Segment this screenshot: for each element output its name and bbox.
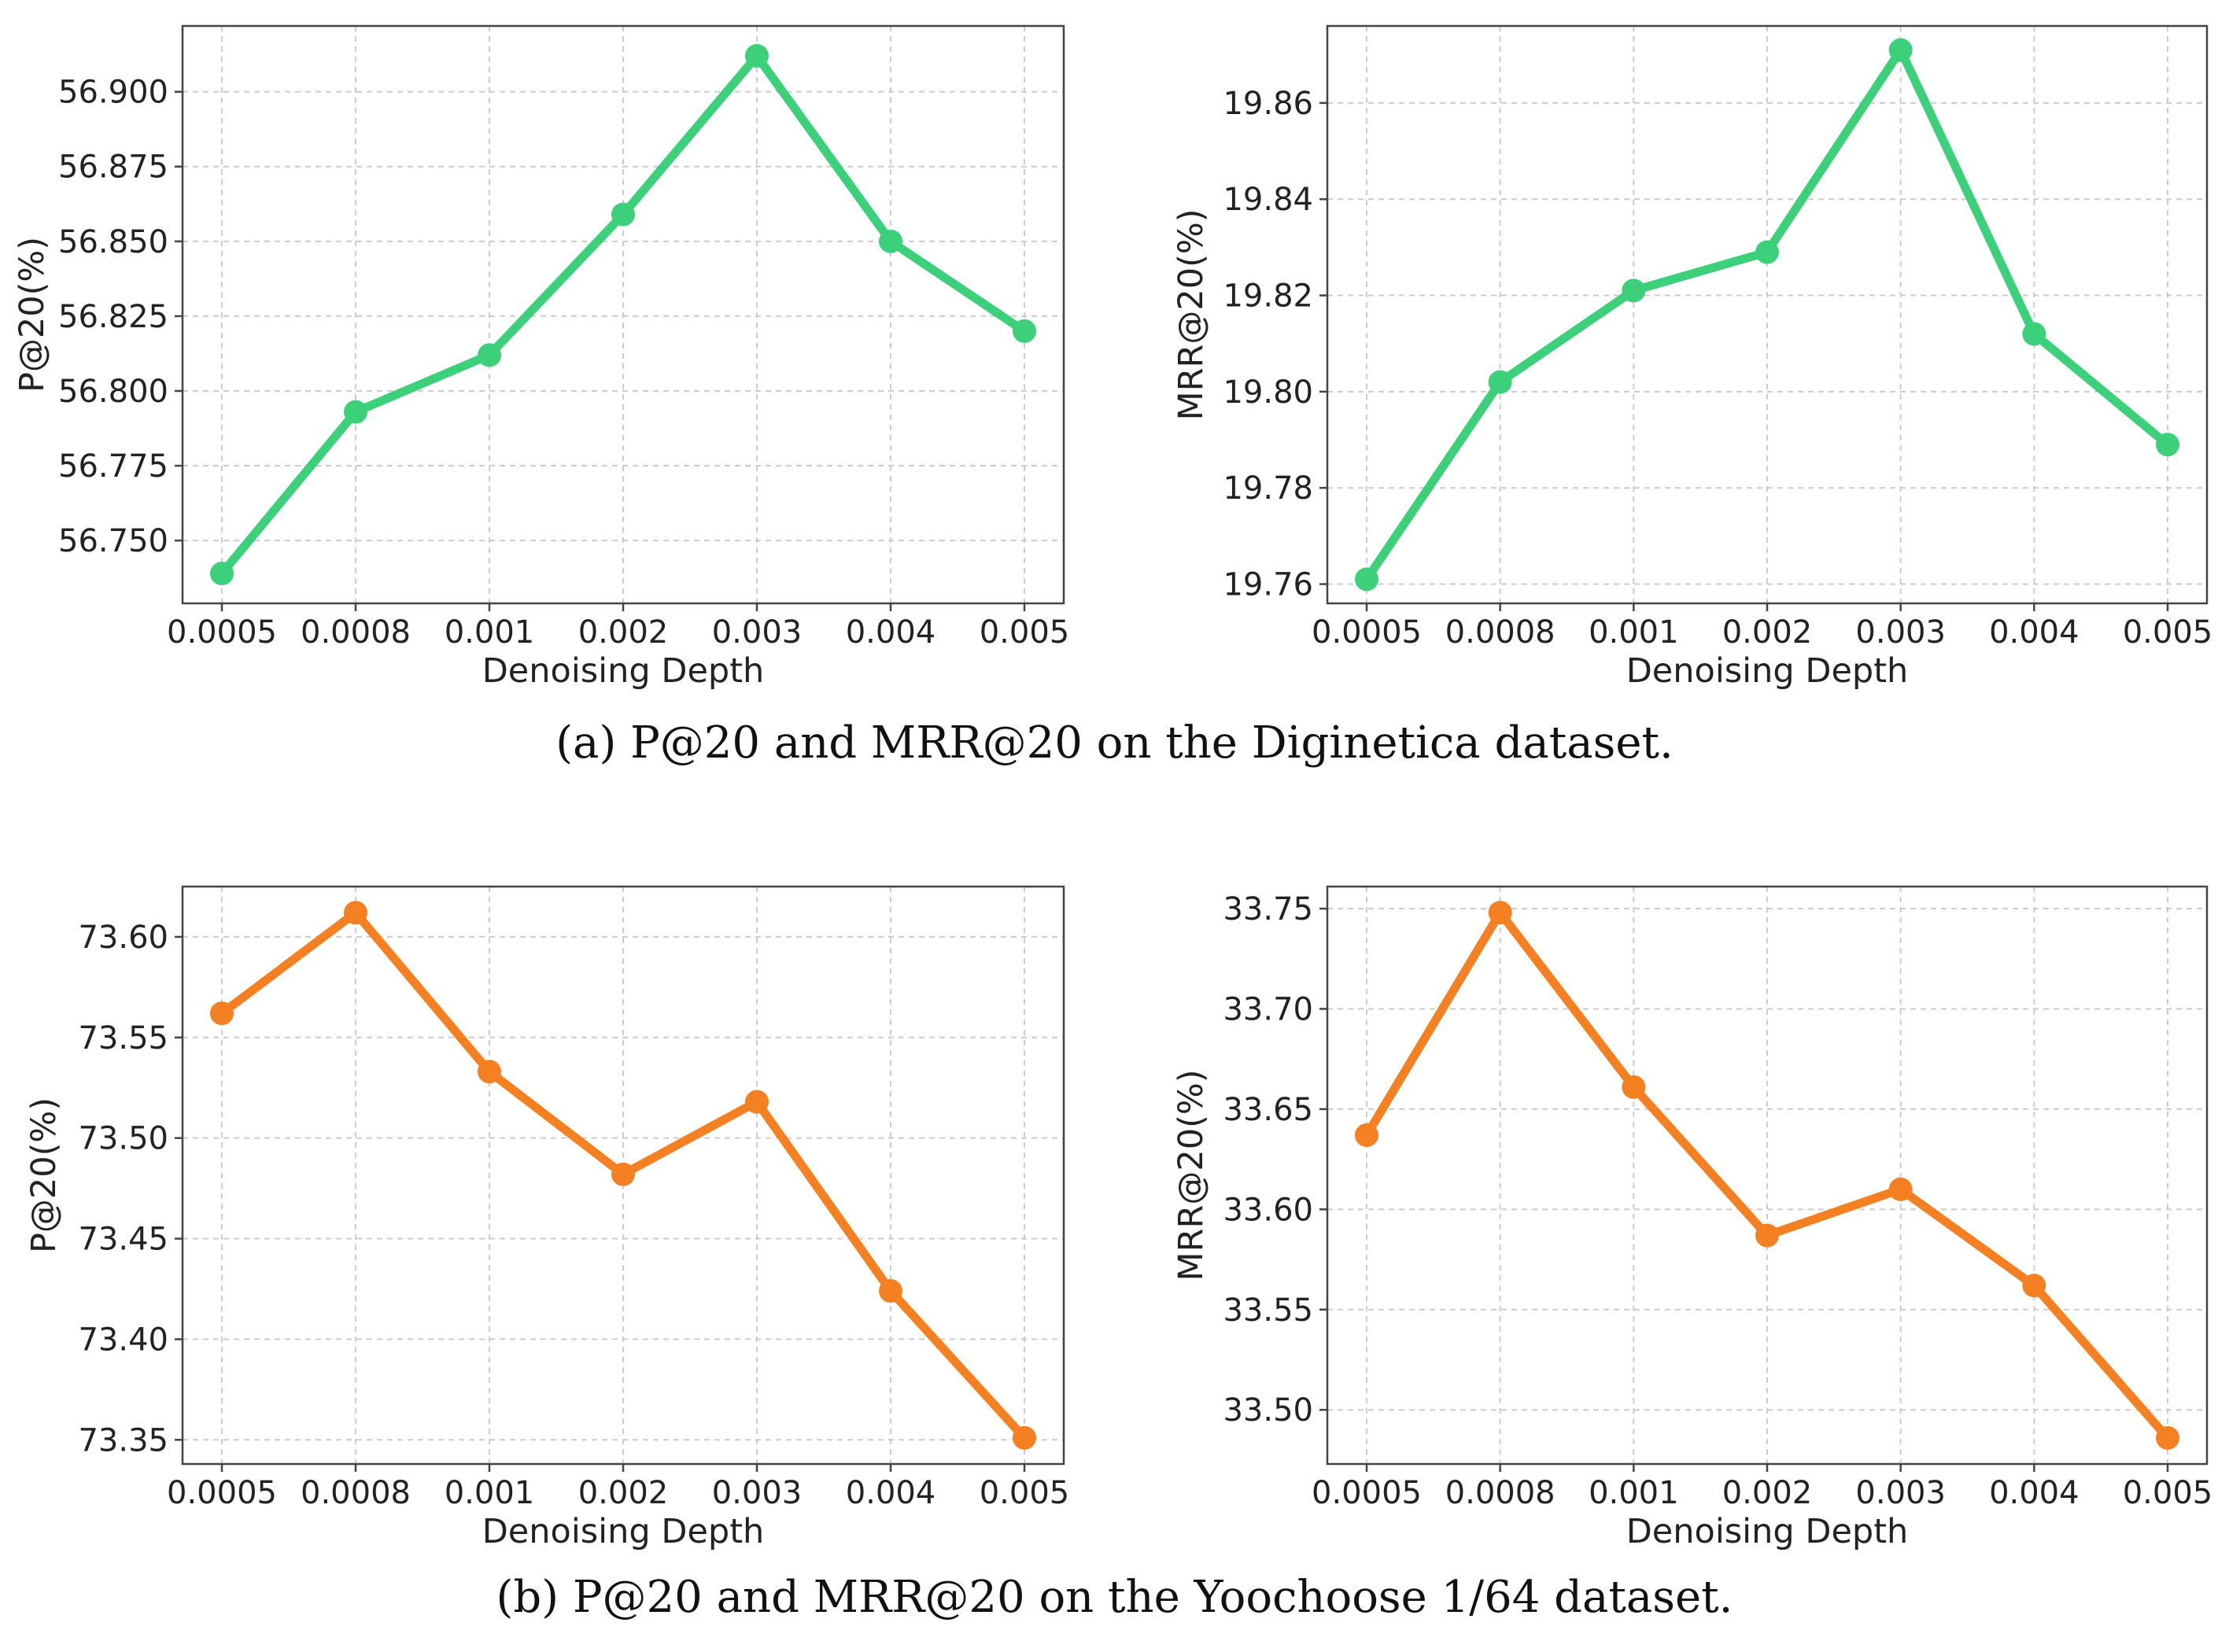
y-tick-label: 33.70 bbox=[1223, 991, 1313, 1027]
x-tick-label: 0.004 bbox=[1989, 614, 2080, 651]
y-tick-label: 73.60 bbox=[78, 920, 168, 956]
x-axis-label: Denoising Depth bbox=[1626, 1512, 1909, 1551]
y-tick-label: 56.825 bbox=[58, 299, 168, 335]
data-point bbox=[478, 343, 501, 367]
data-point bbox=[1355, 567, 1378, 592]
y-tick-label: 33.55 bbox=[1223, 1292, 1313, 1329]
x-tick-label: 0.002 bbox=[578, 1475, 669, 1511]
data-point bbox=[1355, 1123, 1378, 1148]
y-tick-label: 19.84 bbox=[1223, 182, 1313, 218]
y-tick-label: 33.50 bbox=[1223, 1392, 1313, 1429]
data-point bbox=[1488, 901, 1512, 925]
chart-diginetica-mrr20: 0.0005 0.0008 0.001 0.002 0.003 0.004 0.005 19.… bbox=[1172, 24, 2213, 691]
data-point bbox=[344, 901, 367, 925]
y-tick-label: 33.75 bbox=[1223, 891, 1313, 927]
caption-yoochoose: (b) P@20 and MRR@20 on the Yoochoose 1/6… bbox=[496, 1572, 1733, 1623]
x-axis-label: Denoising Depth bbox=[482, 651, 765, 691]
data-point bbox=[344, 400, 367, 424]
data-point bbox=[879, 229, 902, 253]
data-point bbox=[1013, 1425, 1036, 1450]
y-axis-label: MRR@20(%) bbox=[1172, 1070, 1211, 1281]
x-tick-label: 0.0005 bbox=[167, 1475, 277, 1511]
data-point bbox=[745, 44, 769, 68]
caption-diginetica: (a) P@20 and MRR@20 on the Diginetica da… bbox=[555, 717, 1674, 769]
y-tick-label: 73.40 bbox=[78, 1322, 168, 1358]
data-point bbox=[2022, 322, 2046, 346]
x-tick-label: 0.0008 bbox=[301, 614, 411, 651]
x-tick-label: 0.005 bbox=[2123, 1475, 2213, 1511]
y-tick-label: 73.50 bbox=[78, 1121, 168, 1157]
data-point bbox=[2156, 1425, 2179, 1450]
data-point bbox=[1013, 319, 1036, 343]
y-axis-label: P@20(%) bbox=[13, 237, 52, 393]
data-point bbox=[1755, 1223, 1779, 1248]
x-tick-label: 0.003 bbox=[1855, 614, 1946, 651]
y-tick-label: 19.76 bbox=[1223, 567, 1313, 603]
x-tick-label: 0.003 bbox=[712, 614, 803, 651]
x-tick-label: 0.0008 bbox=[1445, 1475, 1556, 1511]
x-tick-label: 0.001 bbox=[445, 614, 535, 651]
data-point bbox=[210, 561, 234, 585]
data-point bbox=[745, 1090, 769, 1114]
x-tick-label: 0.003 bbox=[712, 1475, 803, 1511]
x-tick-label: 0.005 bbox=[980, 1475, 1070, 1511]
data-point bbox=[1755, 240, 1779, 264]
data-point bbox=[1888, 1177, 1913, 1201]
y-axis-label: P@20(%) bbox=[24, 1097, 64, 1253]
y-tick-label: 73.35 bbox=[78, 1422, 168, 1458]
data-point bbox=[2022, 1274, 2046, 1298]
y-tick-label: 56.750 bbox=[58, 523, 168, 559]
x-tick-label: 0.001 bbox=[1589, 1475, 1679, 1511]
y-tick-label: 19.82 bbox=[1223, 278, 1313, 315]
x-tick-label: 0.003 bbox=[1855, 1475, 1946, 1511]
x-tick-label: 0.004 bbox=[846, 614, 936, 651]
data-point bbox=[611, 202, 635, 227]
x-tick-label: 0.0005 bbox=[1312, 1475, 1422, 1511]
y-tick-label: 56.850 bbox=[58, 224, 168, 260]
y-tick-label: 56.900 bbox=[58, 75, 168, 111]
data-point bbox=[2156, 433, 2179, 457]
chart-yoochoose-mrr20: 0.0005 0.0008 0.001 0.002 0.003 0.004 0.005 33.… bbox=[1172, 885, 2213, 1551]
data-point bbox=[1622, 1075, 1646, 1099]
data-point bbox=[611, 1162, 635, 1186]
data-point bbox=[478, 1060, 501, 1084]
y-tick-label: 56.775 bbox=[58, 448, 168, 485]
x-tick-label: 0.002 bbox=[1722, 614, 1813, 651]
y-tick-label: 33.60 bbox=[1223, 1192, 1313, 1228]
data-point bbox=[879, 1279, 902, 1304]
data-point bbox=[210, 1001, 234, 1026]
data-point bbox=[1488, 370, 1512, 394]
x-axis-label: Denoising Depth bbox=[1626, 651, 1909, 691]
data-point bbox=[1622, 278, 1646, 303]
y-tick-label: 19.80 bbox=[1223, 374, 1313, 411]
x-tick-label: 0.0008 bbox=[301, 1475, 411, 1511]
y-tick-label: 56.875 bbox=[58, 149, 168, 186]
x-tick-label: 0.005 bbox=[980, 614, 1070, 651]
data-point bbox=[1888, 38, 1913, 62]
y-tick-label: 19.86 bbox=[1223, 86, 1313, 122]
x-axis-label: Denoising Depth bbox=[482, 1512, 765, 1551]
chart-yoochoose-p20: 0.0005 0.0008 0.001 0.002 0.003 0.004 0.005 73.… bbox=[24, 885, 1070, 1551]
y-tick-label: 56.800 bbox=[58, 374, 168, 410]
x-tick-label: 0.002 bbox=[578, 614, 669, 651]
x-tick-label: 0.001 bbox=[1589, 614, 1679, 651]
y-tick-label: 19.78 bbox=[1223, 470, 1313, 507]
x-tick-label: 0.004 bbox=[846, 1475, 936, 1511]
x-tick-label: 0.0008 bbox=[1445, 614, 1556, 651]
y-axis-label: MRR@20(%) bbox=[1172, 209, 1211, 421]
x-tick-label: 0.004 bbox=[1989, 1475, 2080, 1511]
y-tick-label: 33.65 bbox=[1223, 1092, 1313, 1128]
chart-diginetica-p20: 0.0005 0.0008 0.001 0.002 0.003 0.004 0.005 56.… bbox=[13, 24, 1070, 691]
x-tick-label: 0.002 bbox=[1722, 1475, 1813, 1511]
x-tick-label: 0.0005 bbox=[167, 614, 277, 651]
y-tick-label: 73.55 bbox=[78, 1020, 168, 1056]
x-tick-label: 0.005 bbox=[2123, 614, 2213, 651]
x-tick-label: 0.001 bbox=[445, 1475, 535, 1511]
x-tick-label: 0.0005 bbox=[1312, 614, 1422, 651]
y-tick-label: 73.45 bbox=[78, 1222, 168, 1258]
